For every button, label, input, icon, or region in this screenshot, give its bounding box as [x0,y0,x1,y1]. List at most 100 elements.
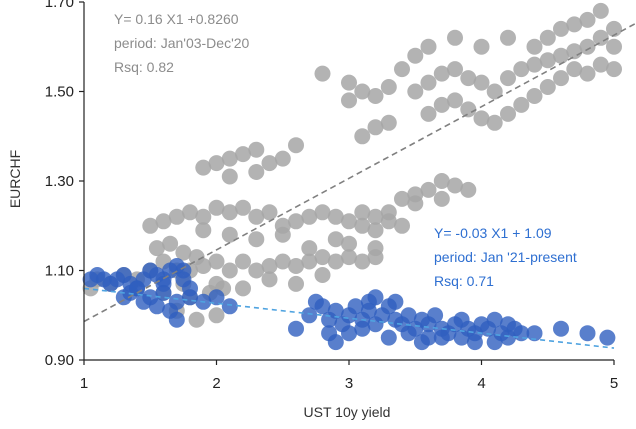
point-gray-18 [301,253,318,270]
point-gray-127 [606,38,622,55]
point-blue-31 [221,298,238,315]
point-gray-116 [447,29,463,46]
trendline-blue [83,287,615,349]
point-gray-19 [314,249,331,266]
point-gray-120 [539,29,556,46]
point-gray-105 [526,56,543,73]
y-tick-label: 1.50 [45,84,74,101]
point-blue-20 [148,298,165,315]
point-gray-29 [142,217,159,234]
annotation-blue: Y= -0.03 X1 + 1.09 period: Jan '21-prese… [434,225,577,289]
point-gray-35 [221,204,238,221]
point-gray-107 [433,96,450,113]
x-tick-label: 1 [80,375,88,392]
point-gray-141 [380,114,397,131]
point-gray-28 [314,267,331,283]
point-gray-31 [168,208,185,225]
point-gray-54 [367,208,384,225]
point-gray-62 [188,249,205,266]
point-gray-25 [235,280,251,297]
point-blue-30 [208,289,225,306]
point-gray-106 [420,105,437,122]
point-blue-84 [579,325,596,342]
series-blue-points [82,258,616,351]
point-gray-138 [526,88,543,104]
point-blue-81 [420,329,437,346]
point-gray-119 [526,38,543,55]
point-gray-113 [513,96,530,113]
point-gray-98 [433,65,450,82]
point-gray-87 [433,190,450,207]
point-gray-88 [460,181,477,198]
point-gray-57 [367,240,384,257]
point-blue-77 [500,329,516,346]
point-gray-42 [314,204,331,221]
point-blue-61 [486,311,503,328]
annotation-gray-line-1: Y= 0.16 X1 +0.8260 [114,11,239,27]
point-gray-36 [235,199,251,216]
point-gray-20 [327,253,344,270]
point-gray-75 [261,155,278,172]
point-gray-117 [473,38,490,55]
point-gray-101 [473,74,490,91]
point-blue-69 [354,320,371,337]
point-gray-139 [354,128,371,145]
point-blue-76 [486,334,503,351]
point-gray-44 [341,213,357,230]
point-gray-34 [208,199,225,216]
point-gray-70 [195,159,212,176]
point-gray-125 [579,38,596,55]
point-gray-37 [248,208,265,225]
point-gray-133 [566,61,583,78]
point-blue-73 [433,329,450,346]
point-gray-112 [500,105,516,122]
y-axis-label: EURCHF [7,150,23,208]
point-gray-83 [420,181,437,198]
annotation-gray: Y= 0.16 X1 +0.8260 period: Jan'03-Dec'20… [114,11,250,75]
x-tick-label: 2 [212,375,220,392]
point-gray-79 [288,137,304,154]
point-gray-60 [162,235,179,252]
annotation-gray-line-3: Rsq: 0.82 [114,59,174,75]
point-gray-137 [539,79,556,95]
point-gray-135 [592,56,609,73]
point-blue-83 [553,320,569,337]
trendline-gray [83,22,636,323]
point-gray-59 [148,240,165,257]
point-gray-26 [261,271,278,288]
y-tick-label: 1.10 [45,263,74,280]
point-gray-108 [447,92,463,109]
point-gray-30 [155,213,172,230]
point-gray-114 [407,47,424,64]
point-gray-129 [579,11,596,28]
point-gray-78 [248,164,265,180]
point-gray-38 [261,204,278,221]
point-gray-56 [394,217,410,234]
point-blue-70 [380,329,397,346]
point-gray-33 [195,208,212,225]
x-tick-label: 5 [610,375,618,392]
point-gray-115 [420,38,437,55]
annotation-blue-line-1: Y= -0.03 X1 + 1.09 [434,225,552,241]
point-gray-136 [606,61,622,78]
point-gray-121 [553,20,569,37]
point-gray-84 [433,173,450,189]
point-gray-130 [592,2,609,19]
point-gray-92 [367,88,384,104]
point-gray-85 [447,177,463,194]
point-blue-35 [314,298,331,315]
point-gray-17 [288,258,304,274]
point-gray-68 [208,307,225,324]
point-gray-49 [274,226,291,243]
point-gray-134 [579,65,596,82]
point-blue-32 [288,320,304,337]
point-blue-74 [453,329,470,346]
point-gray-81 [394,190,410,207]
point-gray-72 [221,150,238,167]
point-gray-15 [261,258,278,274]
y-tick-label: 0.90 [45,352,74,369]
point-blue-67 [327,334,344,351]
point-gray-48 [341,235,357,252]
point-blue-85 [599,329,616,346]
point-gray-13 [235,253,251,270]
